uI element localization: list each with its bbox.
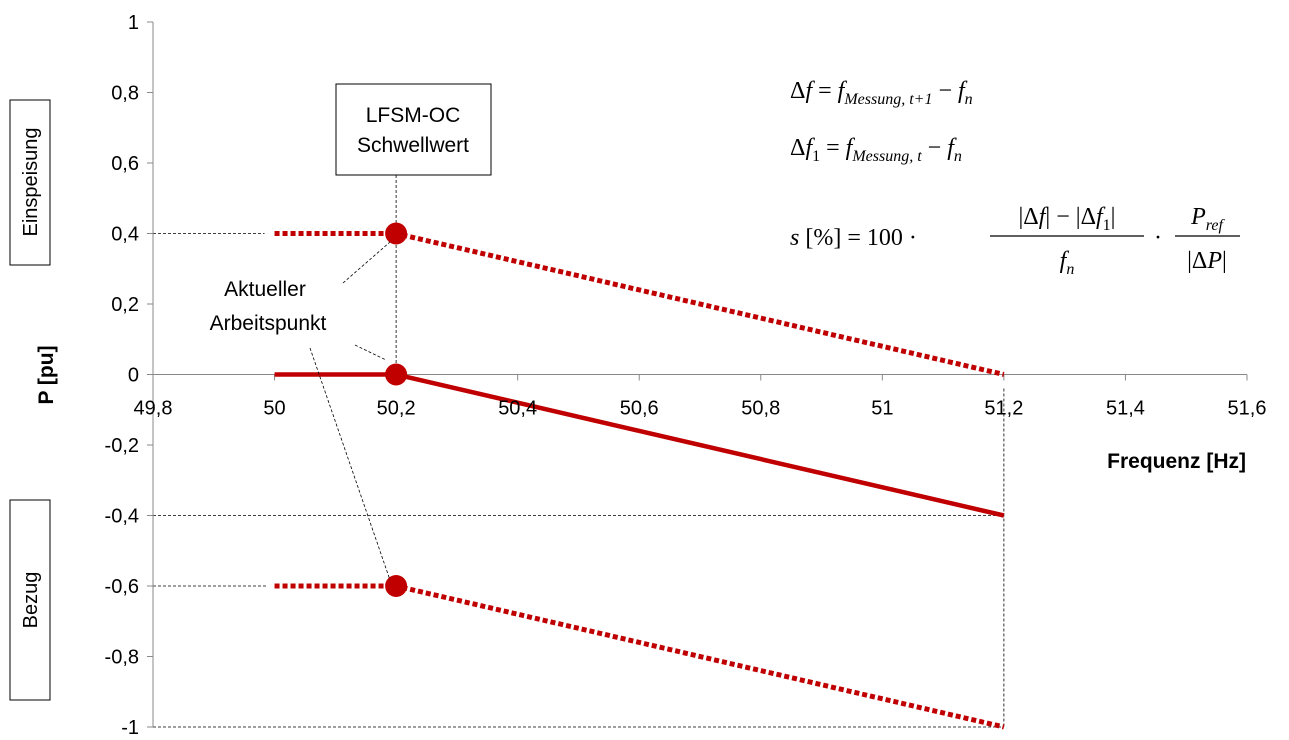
x-tick-label: 50,4 — [498, 398, 537, 420]
x-tick-label: 51,4 — [1106, 398, 1145, 420]
operating-point-marker-2 — [385, 363, 408, 386]
threshold-callout-line2: Schwellwert — [357, 134, 469, 157]
series-line-2 — [274, 231, 1005, 377]
y-tick-label: -0,2 — [105, 435, 139, 457]
x-tick-label: 50,8 — [741, 398, 780, 420]
formula-slope-num: |Δf| − |Δf1| — [1019, 204, 1116, 234]
x-tick-label: 51 — [871, 398, 893, 420]
y-tick-label: -0,6 — [105, 576, 139, 598]
operating-point-leaders — [309, 241, 391, 581]
x-tick-label: 51,6 — [1228, 398, 1267, 420]
formula-slope-den: fn — [1060, 248, 1075, 278]
series-line-3 — [274, 583, 1005, 730]
operating-point-callout-line2: Arbeitspunkt — [210, 312, 327, 335]
threshold-callout-line1: LFSM-OC — [366, 104, 461, 127]
y-tick-label: 0,8 — [111, 83, 139, 105]
x-tick-label: 51,2 — [984, 398, 1023, 420]
formula-delta-f: Δf = fMessung, t+1 − fn — [790, 78, 973, 108]
tick-labels: 1 0,8 0,6 0,4 0,2 0 -0,2 -0,4 -0,6 -0,8 -1 49,8 50 50… — [105, 12, 1267, 739]
y-tick-label: 0,4 — [111, 224, 139, 246]
operating-point-markers — [385, 222, 408, 597]
operating-point-marker-3 — [385, 575, 408, 597]
consumption-label-box — [9, 499, 51, 701]
formula-slope-dp: |ΔP| — [1187, 248, 1227, 274]
operating-point-marker-1 — [385, 222, 408, 245]
formula-slope-pref: Pref — [1190, 204, 1225, 234]
guide-lines — [153, 175, 1005, 728]
series-lines — [274, 231, 1005, 730]
y-tick-label: -0,4 — [105, 506, 139, 528]
consumption-label: Bezug — [20, 572, 42, 629]
feed-in-label: Einspeisung — [20, 128, 42, 237]
y-axis-title: P [pu] — [35, 345, 58, 404]
feed-in-label-box — [9, 99, 51, 266]
series-line-1 — [274, 372, 1005, 518]
y-tick-label: 1 — [128, 12, 139, 34]
x-axis-title: Frequenz [Hz] — [1107, 450, 1246, 473]
y-tick-label: -0,8 — [105, 647, 139, 669]
x-tick-label: 50 — [263, 398, 285, 420]
y-tick-label: 0,6 — [111, 153, 139, 175]
formula-slope-dot: · — [1154, 225, 1162, 251]
x-tick-label: 50,2 — [377, 398, 416, 420]
y-tick-label: 0 — [128, 365, 139, 387]
y-tick-label: -1 — [121, 717, 139, 739]
operating-point-callout-line1: Aktueller — [224, 278, 306, 301]
x-tick-label: 49,8 — [134, 398, 173, 420]
x-tick-label: 50,6 — [620, 398, 659, 420]
formula-slope-lhs: s [%] = 100 · — [790, 225, 917, 251]
threshold-callout-box — [335, 83, 492, 176]
formula-delta-f1: Δf1 = fMessung, t − fn — [790, 135, 962, 165]
formulas: Δf = fMessung, t+1 − fn Δf1 = fMessung, … — [790, 78, 1240, 278]
y-tick-label: 0,2 — [111, 294, 139, 316]
